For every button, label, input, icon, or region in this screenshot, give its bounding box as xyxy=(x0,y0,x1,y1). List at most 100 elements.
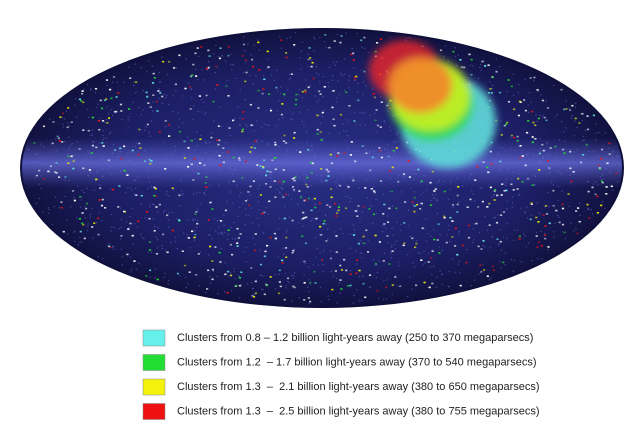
cluster-dot xyxy=(100,107,104,110)
filament xyxy=(317,129,319,131)
filament xyxy=(111,245,114,247)
cluster-dot xyxy=(147,102,150,104)
filament xyxy=(524,79,526,81)
filament xyxy=(41,157,43,159)
filament xyxy=(499,120,502,123)
filament xyxy=(95,179,97,182)
cluster-dot xyxy=(198,95,201,97)
cluster-dot xyxy=(538,169,541,171)
filament xyxy=(341,173,344,175)
filament xyxy=(68,180,70,182)
cluster-dot xyxy=(535,216,538,219)
cluster-dot xyxy=(334,270,337,272)
cluster-dot xyxy=(250,267,253,269)
cluster-dot xyxy=(350,141,353,143)
filament xyxy=(473,81,475,84)
filament xyxy=(333,149,335,151)
filament xyxy=(618,170,620,172)
filament xyxy=(287,89,289,91)
cluster-dot xyxy=(518,100,521,103)
cluster-dot xyxy=(282,169,285,171)
filament xyxy=(133,81,135,83)
filament xyxy=(196,144,198,147)
filament xyxy=(185,286,188,289)
filament xyxy=(91,237,94,239)
cluster-dot xyxy=(488,224,491,226)
filament xyxy=(470,173,473,175)
cluster-dot xyxy=(486,166,489,169)
filament xyxy=(54,196,57,198)
filament xyxy=(207,61,210,63)
cluster-dot xyxy=(109,88,112,91)
cluster-dot xyxy=(303,260,306,263)
cluster-dot xyxy=(81,92,84,95)
filament xyxy=(251,282,253,284)
cluster-dot xyxy=(404,201,407,203)
cluster-dot xyxy=(542,149,545,152)
cluster-dot xyxy=(538,241,541,243)
filament xyxy=(613,164,615,166)
filament xyxy=(221,55,223,57)
filament xyxy=(524,212,526,214)
filament xyxy=(298,297,300,299)
filament xyxy=(427,286,429,289)
cluster-dot xyxy=(411,237,414,240)
filament xyxy=(182,192,184,195)
cluster-dot xyxy=(495,71,498,73)
filament xyxy=(310,150,312,152)
filament xyxy=(267,144,270,146)
filament xyxy=(327,238,329,240)
cluster-dot xyxy=(391,166,394,169)
filament xyxy=(339,72,342,75)
filament xyxy=(595,132,597,134)
filament xyxy=(248,214,250,216)
cluster-dot xyxy=(112,188,115,191)
filament xyxy=(474,279,476,281)
filament xyxy=(206,69,208,71)
cluster-dot xyxy=(521,181,524,183)
filament xyxy=(65,110,68,113)
filament xyxy=(413,169,415,171)
cluster-dot xyxy=(282,140,286,142)
cluster-dot xyxy=(78,218,81,220)
filament xyxy=(457,263,460,265)
filament xyxy=(195,68,197,70)
cluster-dot xyxy=(66,126,69,129)
filament xyxy=(498,66,501,68)
cluster-dot xyxy=(569,150,572,153)
cluster-dot xyxy=(149,249,152,251)
filament xyxy=(205,141,207,143)
cluster-dot xyxy=(451,204,455,206)
filament xyxy=(406,253,408,256)
cluster-dot xyxy=(483,269,486,271)
filament xyxy=(288,79,290,81)
filament xyxy=(333,231,336,233)
cluster-dot xyxy=(145,275,148,277)
filament xyxy=(431,273,433,276)
filament xyxy=(74,104,76,106)
filament xyxy=(35,202,38,205)
cluster-dot xyxy=(52,121,55,123)
filament xyxy=(112,114,114,117)
cluster-dot xyxy=(324,34,327,36)
cluster-dot xyxy=(330,196,333,199)
cluster-dot xyxy=(355,75,358,78)
cluster-dot xyxy=(242,43,246,46)
cluster-dot xyxy=(373,191,376,194)
filament xyxy=(514,150,517,152)
filament xyxy=(114,112,116,114)
cluster-dot xyxy=(530,110,534,113)
filament xyxy=(535,114,537,116)
filament xyxy=(90,156,93,158)
cluster-dot xyxy=(378,241,381,243)
cluster-dot xyxy=(207,67,210,69)
filament xyxy=(150,120,153,122)
cluster-dot xyxy=(194,213,197,215)
cluster-dot xyxy=(310,209,313,212)
filament xyxy=(396,221,398,223)
cluster-dot xyxy=(537,117,540,120)
cluster-dot xyxy=(331,288,334,291)
filament xyxy=(220,125,223,128)
filament xyxy=(491,196,493,198)
cluster-dot xyxy=(437,223,440,225)
